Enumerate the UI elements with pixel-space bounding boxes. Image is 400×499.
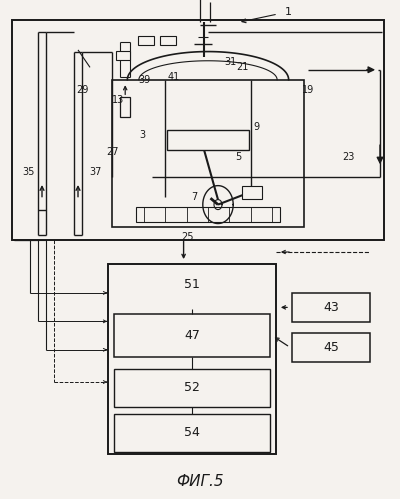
Bar xyxy=(167,130,249,150)
Text: 39: 39 xyxy=(138,75,150,85)
Bar xyxy=(114,314,270,357)
Bar xyxy=(116,51,130,60)
Text: 9: 9 xyxy=(253,122,259,132)
Text: 51: 51 xyxy=(184,278,200,291)
Bar xyxy=(12,20,384,240)
Bar xyxy=(108,264,276,454)
Text: 43: 43 xyxy=(323,301,339,314)
Text: 35: 35 xyxy=(22,167,34,177)
Bar xyxy=(120,97,130,117)
Text: 54: 54 xyxy=(184,426,200,440)
Bar xyxy=(160,36,176,45)
Text: 29: 29 xyxy=(76,85,88,95)
Text: 21: 21 xyxy=(236,62,248,72)
Bar xyxy=(114,414,270,452)
Bar xyxy=(112,80,304,227)
Bar xyxy=(292,293,370,322)
Text: 45: 45 xyxy=(323,341,339,354)
Text: 13: 13 xyxy=(112,95,124,105)
Bar xyxy=(114,369,270,407)
Bar xyxy=(138,36,154,45)
Bar xyxy=(292,333,370,362)
Text: 7: 7 xyxy=(191,192,197,202)
Text: 41: 41 xyxy=(168,72,180,82)
Text: 27: 27 xyxy=(106,147,118,157)
Bar xyxy=(242,186,262,199)
Text: ФИГ.5: ФИГ.5 xyxy=(176,474,224,489)
Text: 1: 1 xyxy=(284,7,292,17)
Text: 19: 19 xyxy=(302,85,314,95)
Text: 5: 5 xyxy=(235,152,241,162)
Text: 25: 25 xyxy=(182,232,194,242)
Text: 3: 3 xyxy=(139,130,145,140)
Text: 23: 23 xyxy=(342,152,354,162)
Text: 31: 31 xyxy=(224,57,236,67)
Text: 47: 47 xyxy=(184,329,200,342)
Bar xyxy=(136,207,280,222)
Text: 52: 52 xyxy=(184,381,200,395)
Text: 37: 37 xyxy=(90,167,102,177)
